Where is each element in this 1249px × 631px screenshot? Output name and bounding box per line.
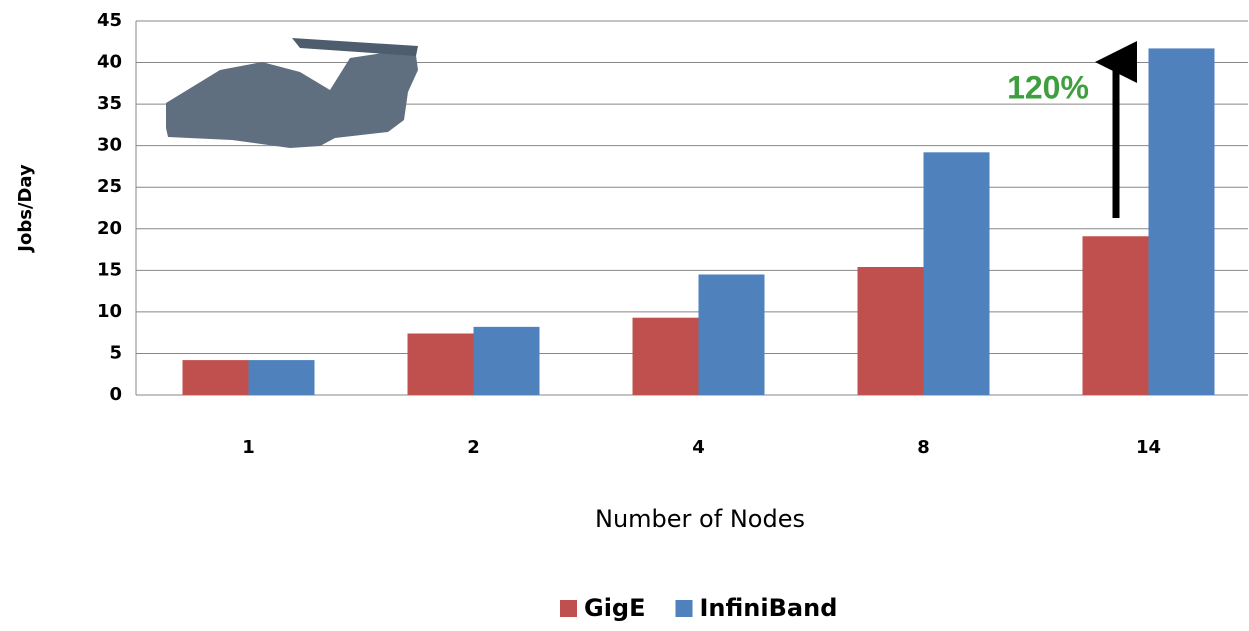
y-tick-label: 5 — [109, 342, 122, 363]
bar — [1083, 236, 1149, 395]
x-tick-label: 8 — [917, 437, 930, 458]
car-wing — [292, 38, 418, 56]
y-tick-label: 0 — [109, 384, 122, 405]
annotation: 120% — [1007, 69, 1089, 105]
bar — [858, 267, 924, 395]
y-tick-label: 45 — [97, 10, 122, 31]
bar — [408, 333, 474, 395]
y-tick-label: 10 — [97, 301, 122, 322]
bar — [249, 360, 315, 395]
legend-swatch — [560, 600, 577, 617]
legend-swatch — [676, 600, 693, 617]
legend-label: InfiniBand — [700, 594, 838, 622]
y-tick-label: 35 — [97, 93, 122, 114]
x-tick-label: 14 — [1136, 437, 1161, 458]
bar — [474, 327, 540, 395]
y-tick-label: 15 — [97, 259, 122, 280]
x-axis-title: Number of Nodes — [595, 505, 805, 533]
y-tick-label: 20 — [97, 218, 122, 239]
y-tick-label: 25 — [97, 176, 122, 197]
y-tick-label: 30 — [97, 135, 122, 156]
x-tick-label: 2 — [467, 437, 480, 458]
y-axis-title: Jobs/Day — [15, 164, 36, 254]
y-tick-label: 40 — [97, 52, 122, 73]
bar — [1149, 48, 1215, 395]
bar — [183, 360, 249, 395]
x-tick-label: 1 — [242, 437, 255, 458]
bar — [924, 152, 990, 395]
chart: 120% Number of Nodes Jobs/Day 0 5 10 15 20 25… — [0, 0, 1249, 631]
legend-label: GigE — [584, 594, 646, 622]
x-tick-label: 4 — [692, 437, 705, 458]
bar — [633, 318, 699, 395]
bar — [699, 274, 765, 395]
